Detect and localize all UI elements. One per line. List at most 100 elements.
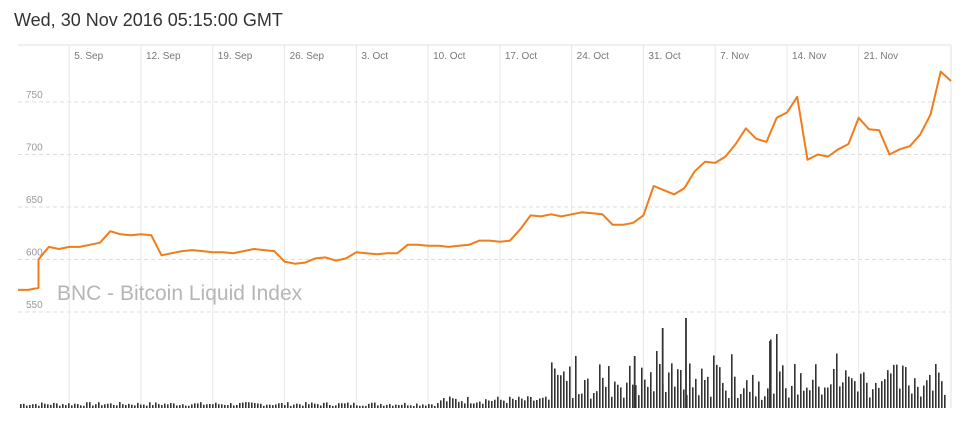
volume-bar xyxy=(761,399,763,408)
volume-bar xyxy=(356,405,358,408)
volume-bar xyxy=(506,403,508,408)
volume-bar xyxy=(851,378,853,408)
volume-bar xyxy=(278,403,280,408)
volume-bar xyxy=(773,393,775,408)
volume-bar xyxy=(155,402,157,408)
volume-bar xyxy=(710,396,712,408)
volume-bar xyxy=(257,403,259,408)
volume-bar xyxy=(782,365,784,408)
volume-bar xyxy=(518,396,520,408)
volume-bar xyxy=(875,382,877,408)
volume-bar xyxy=(641,367,643,408)
volume-bar xyxy=(737,398,739,408)
grid-lines xyxy=(18,44,952,408)
volume-bar xyxy=(746,380,748,408)
volume-bar xyxy=(569,366,571,408)
volume-bar xyxy=(488,400,490,408)
volume-bar xyxy=(707,376,709,408)
x-tick-label: 14. Nov xyxy=(792,51,826,62)
volume-bar xyxy=(668,372,670,408)
volume-bar xyxy=(752,374,754,408)
volume-bar xyxy=(800,373,802,408)
volume-bar xyxy=(866,382,868,408)
volume-bar xyxy=(422,404,424,408)
volume-bar xyxy=(290,405,292,408)
volume-bar xyxy=(704,379,706,408)
volume-bar xyxy=(623,397,625,408)
volume-bar xyxy=(332,405,334,408)
volume-bar xyxy=(449,396,451,408)
volume-bar xyxy=(464,403,466,408)
volume-bar xyxy=(653,391,655,408)
volume-bar xyxy=(683,389,685,408)
volume-bar xyxy=(605,386,607,408)
volume-bar xyxy=(854,381,856,408)
volume-bar xyxy=(260,403,262,408)
volume-bar xyxy=(20,404,22,408)
volume-bar xyxy=(533,400,535,408)
volume-bar xyxy=(944,394,946,408)
volume-bar xyxy=(671,363,673,408)
volume-bar xyxy=(614,381,616,408)
volume-bar xyxy=(167,404,169,408)
volume-bar xyxy=(89,402,91,408)
volume-bar xyxy=(701,368,703,408)
volume-bar xyxy=(911,393,913,408)
volume-bar xyxy=(767,388,769,408)
volume-bar xyxy=(839,386,841,408)
x-tick-label: 24. Oct xyxy=(577,51,609,62)
volume-bar xyxy=(632,384,634,408)
volume-bar xyxy=(491,400,493,408)
volume-bar xyxy=(602,377,604,408)
volume-bar xyxy=(29,405,31,408)
volume-bar xyxy=(515,400,517,408)
volume-bar xyxy=(647,386,649,408)
volume-bar xyxy=(179,405,181,408)
x-tick-label: 3. Oct xyxy=(361,51,388,62)
volume-bar xyxy=(344,403,346,408)
volume-bar xyxy=(212,404,214,408)
volume-bar xyxy=(341,403,343,408)
volume-bar xyxy=(536,400,538,408)
volume-bar xyxy=(254,403,256,408)
volume-bar xyxy=(164,403,166,408)
volume-bar xyxy=(497,396,499,408)
volume-bar xyxy=(65,405,67,408)
volume-bar xyxy=(503,400,505,408)
volume-bar xyxy=(575,355,577,408)
volume-bar xyxy=(557,374,559,408)
volume-bar xyxy=(191,404,193,408)
volume-bar xyxy=(608,366,610,408)
volume-bar xyxy=(899,388,901,408)
volume-bar xyxy=(389,404,391,408)
x-tick-label: 19. Sep xyxy=(218,51,253,62)
volume-bar xyxy=(440,400,442,408)
volume-bar xyxy=(119,402,121,408)
volume-bar xyxy=(794,363,796,408)
y-tick-label: 600 xyxy=(26,248,43,259)
volume-bar xyxy=(248,402,250,408)
volume-bar xyxy=(685,318,687,408)
volume-bar xyxy=(395,404,397,408)
volume-bar xyxy=(380,404,382,408)
volume-bar xyxy=(50,404,52,408)
volume-bar xyxy=(719,367,721,408)
volume-bar xyxy=(923,385,925,408)
volume-bar xyxy=(218,404,220,408)
volume-bar xyxy=(779,371,781,408)
x-tick-label: 10. Oct xyxy=(433,51,465,62)
volume-bar xyxy=(896,364,898,408)
volume-bar xyxy=(242,402,244,408)
volume-bar xyxy=(494,399,496,408)
volume-bar xyxy=(197,403,199,408)
volume-bar xyxy=(743,388,745,408)
volume-bar xyxy=(941,381,943,408)
volume-bar xyxy=(56,403,58,408)
volume-bar xyxy=(434,405,436,408)
volume-bar xyxy=(467,396,469,408)
volume-bar xyxy=(599,364,601,408)
volume-bar xyxy=(485,399,487,408)
volume-bar xyxy=(158,404,160,408)
volume-bar xyxy=(131,404,133,408)
